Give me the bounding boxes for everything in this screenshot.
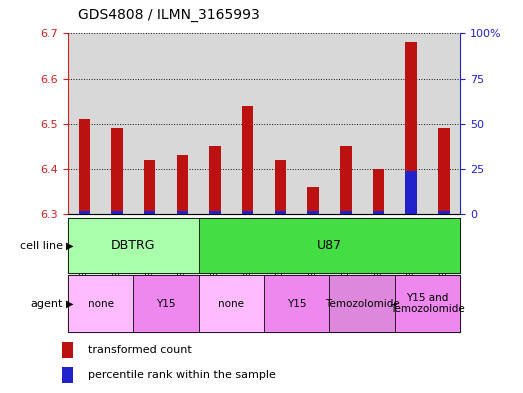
Bar [199,275,264,332]
Bar [177,211,188,214]
Bar [78,119,90,214]
Bar [340,146,351,214]
Bar [308,211,319,214]
Bar [264,275,329,332]
Bar [264,33,297,214]
Bar [405,42,417,214]
Bar [199,33,231,214]
Bar [362,33,395,214]
Text: GDS4808 / ILMN_3165993: GDS4808 / ILMN_3165993 [78,7,260,22]
Text: Temozolomide: Temozolomide [325,299,400,309]
Bar [209,211,221,214]
Text: none: none [88,299,113,309]
Bar [308,187,319,214]
Bar [111,211,123,214]
Bar [177,156,188,214]
Bar [166,33,199,214]
Bar [78,211,90,214]
Bar [373,211,384,214]
Text: Y15 and
Temozolomide: Y15 and Temozolomide [390,293,465,314]
Bar [428,33,460,214]
Text: ▶: ▶ [66,241,73,251]
Bar [438,128,450,214]
Text: Y15: Y15 [287,299,306,309]
Text: ▶: ▶ [66,299,73,309]
Text: agent: agent [30,299,63,309]
Bar [111,128,123,214]
Bar [405,171,417,214]
Bar [62,342,73,358]
Bar [275,211,286,214]
Bar [144,211,155,214]
Bar [68,33,100,214]
Bar [438,211,450,214]
Text: DBTRG: DBTRG [111,239,156,252]
Bar [242,211,254,214]
Bar [133,33,166,214]
Text: cell line: cell line [20,241,63,251]
Bar [133,275,199,332]
Text: Y15: Y15 [156,299,176,309]
Bar [242,106,254,214]
Bar [275,160,286,214]
Bar [395,33,428,214]
Bar [395,275,460,332]
Bar [329,275,395,332]
Bar [62,367,73,383]
Bar [68,218,199,273]
Bar [297,33,329,214]
Text: percentile rank within the sample: percentile rank within the sample [88,370,276,380]
Text: none: none [219,299,244,309]
Bar [231,33,264,214]
Bar [373,169,384,214]
Text: U87: U87 [317,239,342,252]
Bar [144,160,155,214]
Bar [209,146,221,214]
Bar [68,275,133,332]
Text: transformed count: transformed count [88,345,191,355]
Bar [199,218,460,273]
Bar [100,33,133,214]
Bar [340,211,351,214]
Bar [329,33,362,214]
